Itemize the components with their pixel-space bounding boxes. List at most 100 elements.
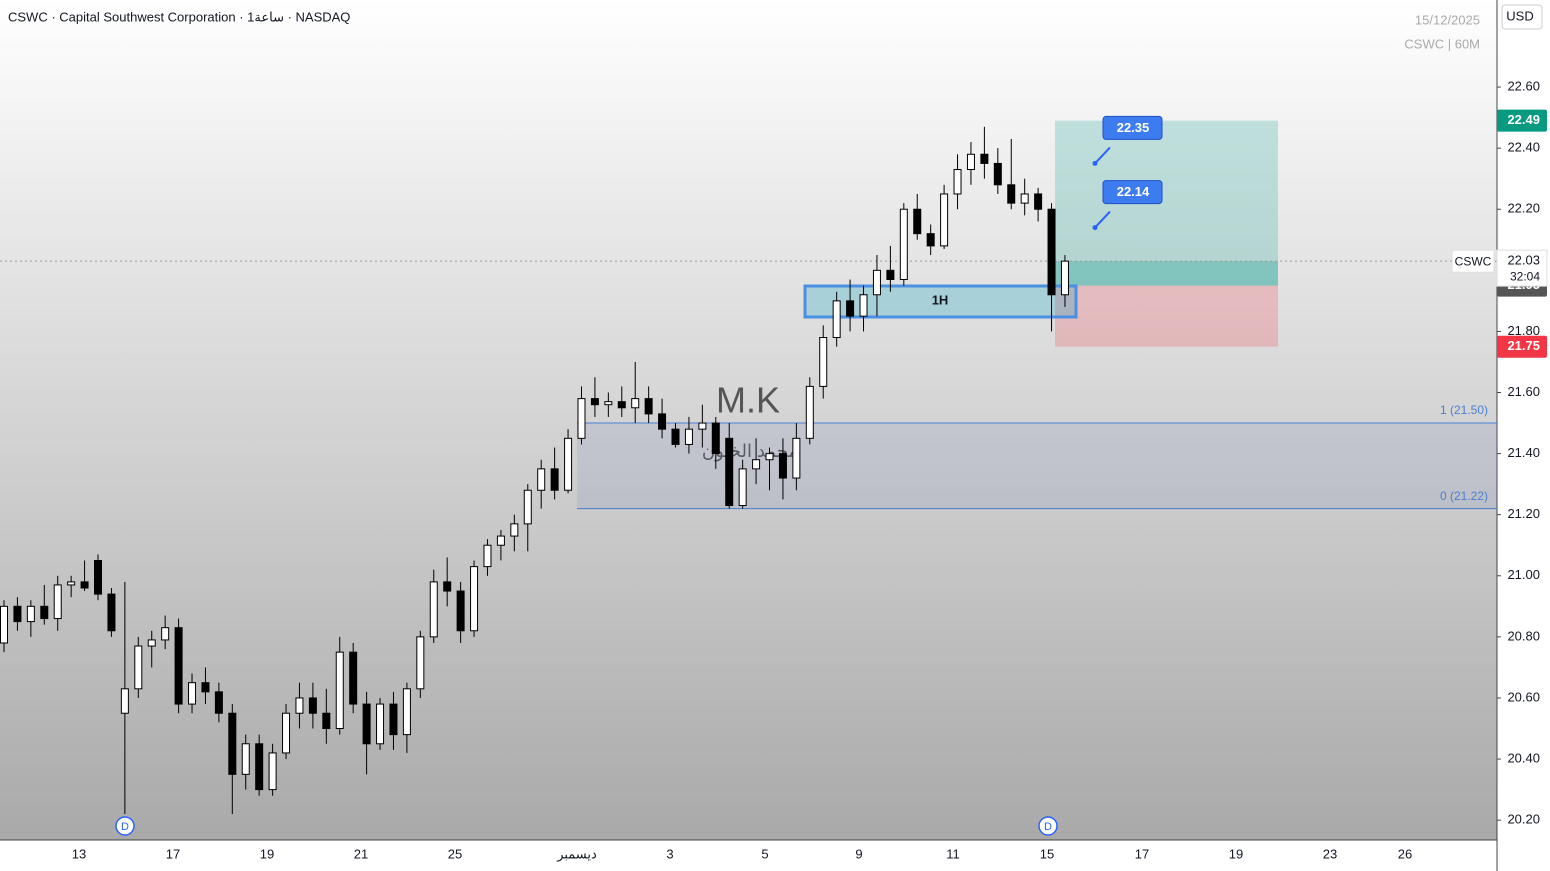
- target-tag-label: 22.49: [1507, 112, 1540, 127]
- callout-pointer: [1094, 210, 1111, 229]
- candle-body: [134, 645, 143, 690]
- callout-box: [1102, 180, 1163, 205]
- callout-anchor: [1092, 160, 1098, 166]
- plot-background: [0, 0, 1497, 840]
- candle-body: [94, 560, 103, 595]
- y-tick-label: 22.40: [1507, 140, 1540, 155]
- event-marker-label[interactable]: D: [121, 821, 129, 833]
- open-pnl: [1055, 261, 1278, 286]
- x-tick-label: 21: [354, 846, 368, 861]
- y-tick-label: 20.20: [1507, 812, 1540, 827]
- last-price-tag: [1496, 249, 1548, 287]
- y-tick-label: 21.40: [1507, 445, 1540, 460]
- candle-body: [443, 581, 452, 592]
- candle-body: [940, 193, 949, 247]
- candle-body: [26, 605, 35, 623]
- stop-tag-label: 21.75: [1507, 338, 1540, 353]
- x-tick-label: 26: [1398, 846, 1412, 861]
- candle-body: [1034, 193, 1043, 210]
- x-tick-label: 9: [855, 846, 862, 861]
- currency-button[interactable]: [1501, 4, 1543, 30]
- callout-anchor: [1092, 225, 1098, 231]
- candle-body: [993, 162, 1002, 186]
- candle-body: [147, 639, 156, 647]
- candle-body: [322, 712, 331, 730]
- symbol-label: CSWC: [1455, 254, 1492, 268]
- candle-body: [483, 544, 492, 568]
- title: CSWC · Capital Southwest Corporation · 1…: [8, 9, 350, 24]
- y-tick-label: 20.80: [1507, 628, 1540, 643]
- candle-body: [349, 651, 358, 705]
- event-marker[interactable]: [1038, 816, 1058, 836]
- candle-body: [335, 651, 344, 730]
- candle-body: [174, 627, 183, 705]
- candle-body: [953, 169, 962, 195]
- candle-body: [617, 401, 626, 409]
- candle-body: [966, 153, 975, 171]
- candle-body: [738, 468, 747, 507]
- candle-body: [188, 682, 197, 705]
- last-price-label: 22.03: [1507, 253, 1540, 268]
- event-marker-label[interactable]: D: [1044, 821, 1052, 833]
- candle-body: [523, 489, 532, 525]
- candle-body: [80, 581, 89, 589]
- candle-body: [429, 581, 438, 638]
- candle-body: [590, 398, 599, 406]
- x-tick-label: 15: [1040, 846, 1054, 861]
- candle-body: [120, 688, 129, 714]
- candle-body: [537, 468, 546, 491]
- candle-body: [926, 233, 935, 247]
- stop-tag: [1497, 335, 1547, 358]
- x-tick-label: 19: [260, 846, 274, 861]
- candle-body: [913, 208, 922, 235]
- candle-body: [496, 535, 505, 546]
- fib-label: 0 (21.22): [1440, 489, 1488, 503]
- x-tick-label: 17: [1135, 846, 1149, 861]
- candle-body: [228, 712, 237, 775]
- candle-body: [765, 453, 774, 461]
- x-tick-label: 13: [72, 846, 86, 861]
- candle-body: [1007, 184, 1016, 204]
- candle-body: [470, 566, 479, 632]
- candle-body: [1047, 208, 1056, 296]
- y-tick-label: 21.80: [1507, 323, 1540, 338]
- event-marker[interactable]: [115, 816, 135, 836]
- y-tick-label: 21.60: [1507, 384, 1540, 399]
- candle-body: [980, 153, 989, 164]
- target-zone: [1055, 120, 1278, 286]
- y-tick-label: 21.00: [1507, 567, 1540, 582]
- countdown: 32:04: [1510, 269, 1540, 283]
- candle-body: [805, 385, 814, 439]
- candle-body: [684, 428, 693, 445]
- price-axis: [1497, 0, 1550, 871]
- candle-body: [13, 605, 22, 623]
- symbol-interval: CSWC | 60M: [1404, 36, 1480, 51]
- candle-body: [510, 523, 519, 537]
- candle-body: [872, 269, 881, 296]
- candle-body: [577, 398, 586, 439]
- candle-body: [40, 605, 49, 620]
- y-tick-label: 21.20: [1507, 506, 1540, 521]
- candle-body: [671, 428, 680, 445]
- zone-label: 1H: [932, 292, 949, 307]
- candle-body: [268, 752, 277, 791]
- candle-body: [711, 422, 720, 455]
- y-tick-label: 22.20: [1507, 201, 1540, 216]
- x-tick-label: 23: [1323, 846, 1337, 861]
- candle-body: [161, 627, 170, 641]
- candle-body: [0, 605, 8, 644]
- currency[interactable]: USD: [1506, 8, 1533, 23]
- candle-body: [550, 468, 559, 491]
- candle-body: [416, 636, 425, 690]
- candle-body: [604, 401, 613, 406]
- candle-body: [1060, 260, 1069, 296]
- candle-body: [1020, 193, 1029, 204]
- candle-body: [241, 743, 250, 775]
- candle-body: [792, 437, 801, 479]
- callout-label: 22.35: [1117, 120, 1150, 135]
- candle-body: [53, 584, 62, 620]
- candle-body: [644, 398, 653, 415]
- fib-label: 1 (21.50): [1440, 403, 1488, 417]
- x-tick-label: 5: [761, 846, 768, 861]
